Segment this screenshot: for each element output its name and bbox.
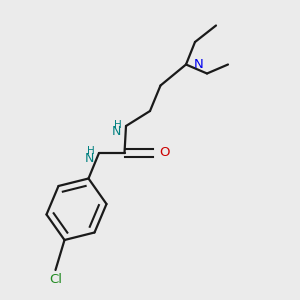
Text: N: N <box>85 152 94 165</box>
Text: O: O <box>159 146 169 160</box>
Text: N: N <box>194 58 203 71</box>
Text: H: H <box>87 146 94 157</box>
Text: N: N <box>112 125 122 138</box>
Text: H: H <box>114 119 122 130</box>
Text: Cl: Cl <box>49 273 62 286</box>
